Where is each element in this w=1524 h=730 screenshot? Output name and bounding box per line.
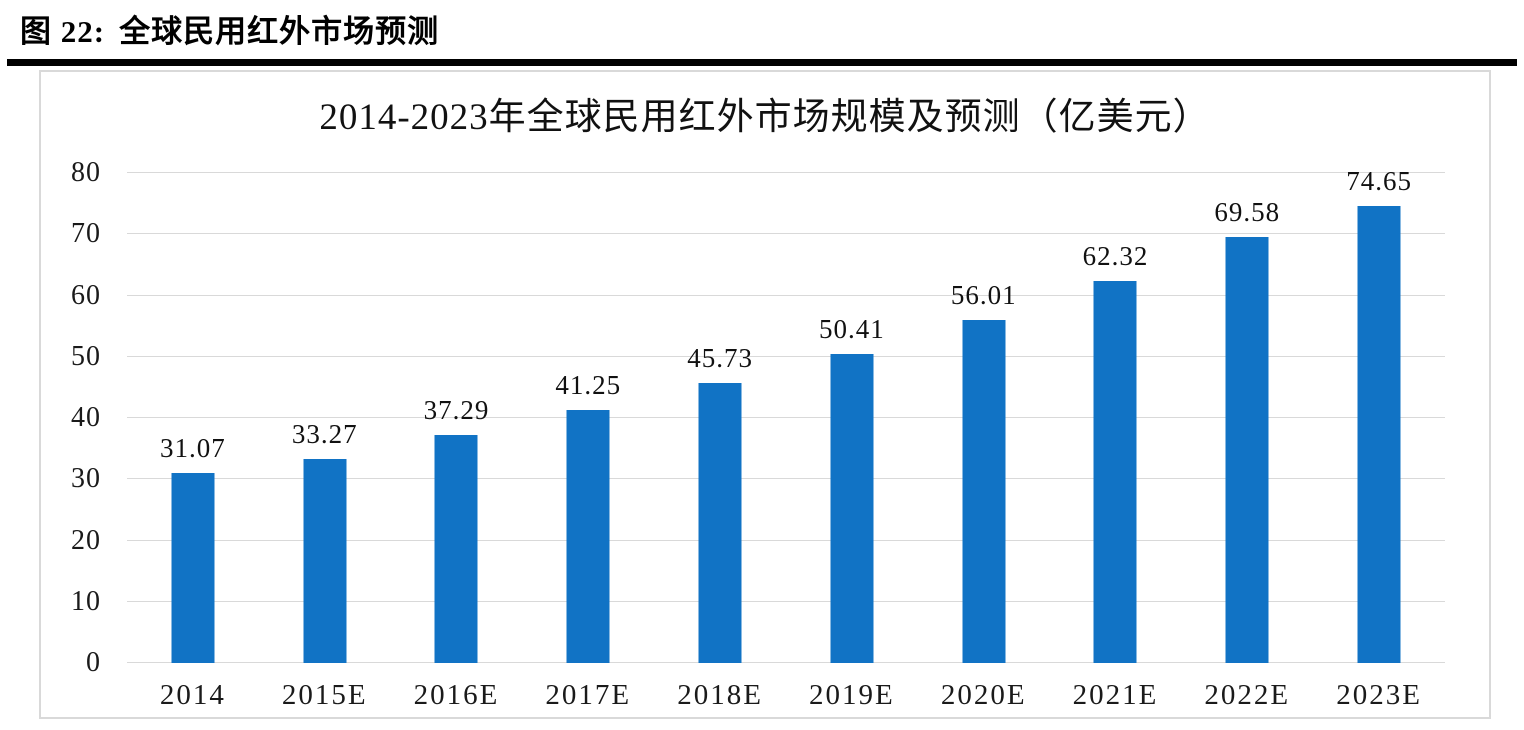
chart-container: 2014-2023年全球民用红外市场规模及预测（亿美元） 0 10 20 30 40 50…	[39, 70, 1491, 719]
bar-value-label: 41.25	[555, 370, 622, 401]
bar-2017E	[566, 410, 610, 663]
y-tick-label: 10	[71, 585, 101, 617]
bar-value-label: 62.32	[1082, 241, 1149, 272]
y-tick-label: 0	[86, 647, 101, 678]
bar-group-2014: 31.07 2014	[127, 173, 259, 709]
gridline-y-0	[127, 662, 1445, 663]
x-tick-label: 2017E	[545, 679, 632, 711]
y-tick-label: 50	[71, 340, 101, 372]
x-tick-label: 2018E	[677, 679, 763, 711]
x-tick-label: 2019E	[809, 679, 895, 711]
chart-title: 2014-2023年全球民用红外市场规模及预测（亿美元）	[319, 97, 1211, 138]
bar-group-2022E: 69.58 2022E	[1181, 173, 1313, 709]
bar-2018E	[698, 382, 742, 663]
bar-group-2018E: 45.73 2018E	[654, 173, 786, 709]
bar-group-2023E: 74.65 2023E	[1313, 167, 1445, 709]
y-tick-label: 30	[71, 463, 101, 495]
bar-2014	[171, 472, 215, 663]
bar-2021E	[1093, 281, 1137, 663]
x-tick-label: 2022E	[1204, 679, 1291, 711]
bar-value-label: 33.27	[291, 419, 358, 450]
bar-group-2016E: 37.29 2016E	[391, 173, 523, 709]
y-tick-label: 40	[71, 402, 101, 433]
y-tick-label: 60	[71, 279, 101, 311]
bar-2020E	[962, 319, 1006, 663]
x-tick-label: 2014	[159, 679, 226, 711]
gridline-y-10	[127, 600, 1445, 602]
y-tick-label: 80	[71, 157, 101, 188]
gridline-y-50	[127, 355, 1445, 357]
plot-area: 31.07 2014 33.27 2015E 37.29 2016E 41.25 2017E 4…	[127, 167, 1445, 710]
y-tick-label: 20	[71, 524, 101, 556]
bar-value-label: 45.73	[687, 342, 753, 373]
bar-2015E	[303, 459, 347, 663]
bar-value-label: 31.07	[160, 432, 226, 463]
gridline-y-30	[127, 478, 1445, 480]
bar-value-label: 74.65	[1346, 165, 1412, 196]
figure-header: 图 22: 全球民用红外市场预测	[20, 6, 439, 51]
x-tick-label: 2016E	[413, 679, 500, 711]
bar-group-2017E: 41.25 2017E	[522, 173, 654, 710]
bar-2023E	[1357, 205, 1401, 663]
x-tick-label: 2020E	[940, 679, 1027, 711]
x-tick-label: 2023E	[1336, 679, 1422, 711]
gridline-y-20	[127, 539, 1445, 541]
bar-value-label: 69.58	[1214, 196, 1281, 227]
gridline-y-40	[127, 417, 1445, 418]
header-divider-rule	[7, 59, 1517, 66]
gridline-y-70	[127, 233, 1445, 235]
gridline-y-80	[127, 172, 1445, 173]
figure-number-label: 图 22:	[20, 14, 106, 49]
bar-2019E	[830, 354, 874, 663]
bar-value-label: 50.41	[819, 314, 885, 345]
bar-group-2020E: 56.01 2020E	[918, 173, 1050, 709]
bar-value-label: 56.01	[950, 279, 1017, 310]
bar-value-label: 37.29	[423, 394, 490, 425]
y-tick-label: 70	[71, 218, 101, 250]
x-tick-label: 2021E	[1072, 679, 1159, 711]
bar-2016E	[434, 434, 478, 663]
figure-title: 全球民用红外市场预测	[119, 14, 440, 49]
bar-group-2019E: 50.41 2019E	[786, 173, 918, 710]
bar-group-2021E: 62.32 2021E	[1050, 173, 1182, 710]
y-axis-labels: 0 10 20 30 40 50 60 70 80	[41, 159, 101, 677]
gridline-y-60	[127, 294, 1445, 296]
x-tick-label: 2015E	[281, 679, 368, 711]
bar-group-2015E: 33.27 2015E	[259, 173, 391, 710]
bar-2022E	[1225, 236, 1269, 663]
